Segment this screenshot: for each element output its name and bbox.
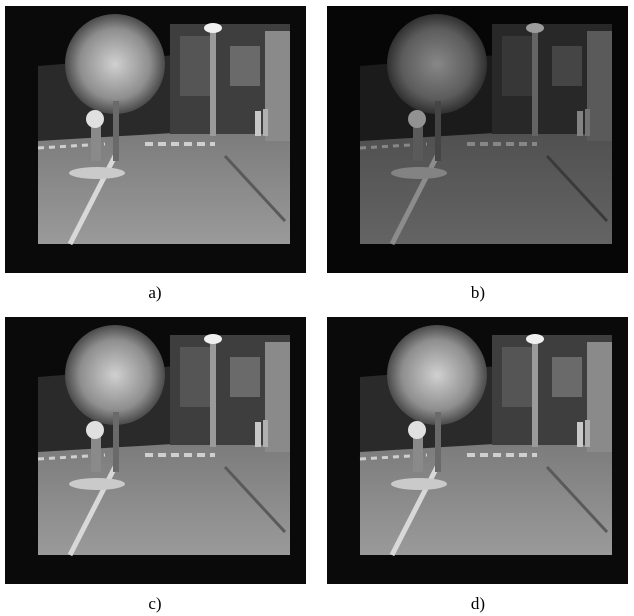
panel: b) (327, 6, 628, 302)
panel: c) (5, 317, 306, 613)
caption: a) (148, 283, 161, 302)
caption: c) (148, 594, 161, 613)
image (327, 317, 628, 584)
panel: a) (5, 6, 306, 302)
caption: b) (471, 283, 485, 302)
image (5, 6, 306, 273)
image-shade (327, 6, 628, 273)
panel: d) (327, 317, 628, 613)
page: a) b) c) d) (() => { const data = JSON.p… (0, 0, 634, 616)
figure: a) b) c) d) (0, 0, 634, 616)
image (5, 317, 306, 584)
caption: d) (471, 594, 485, 613)
